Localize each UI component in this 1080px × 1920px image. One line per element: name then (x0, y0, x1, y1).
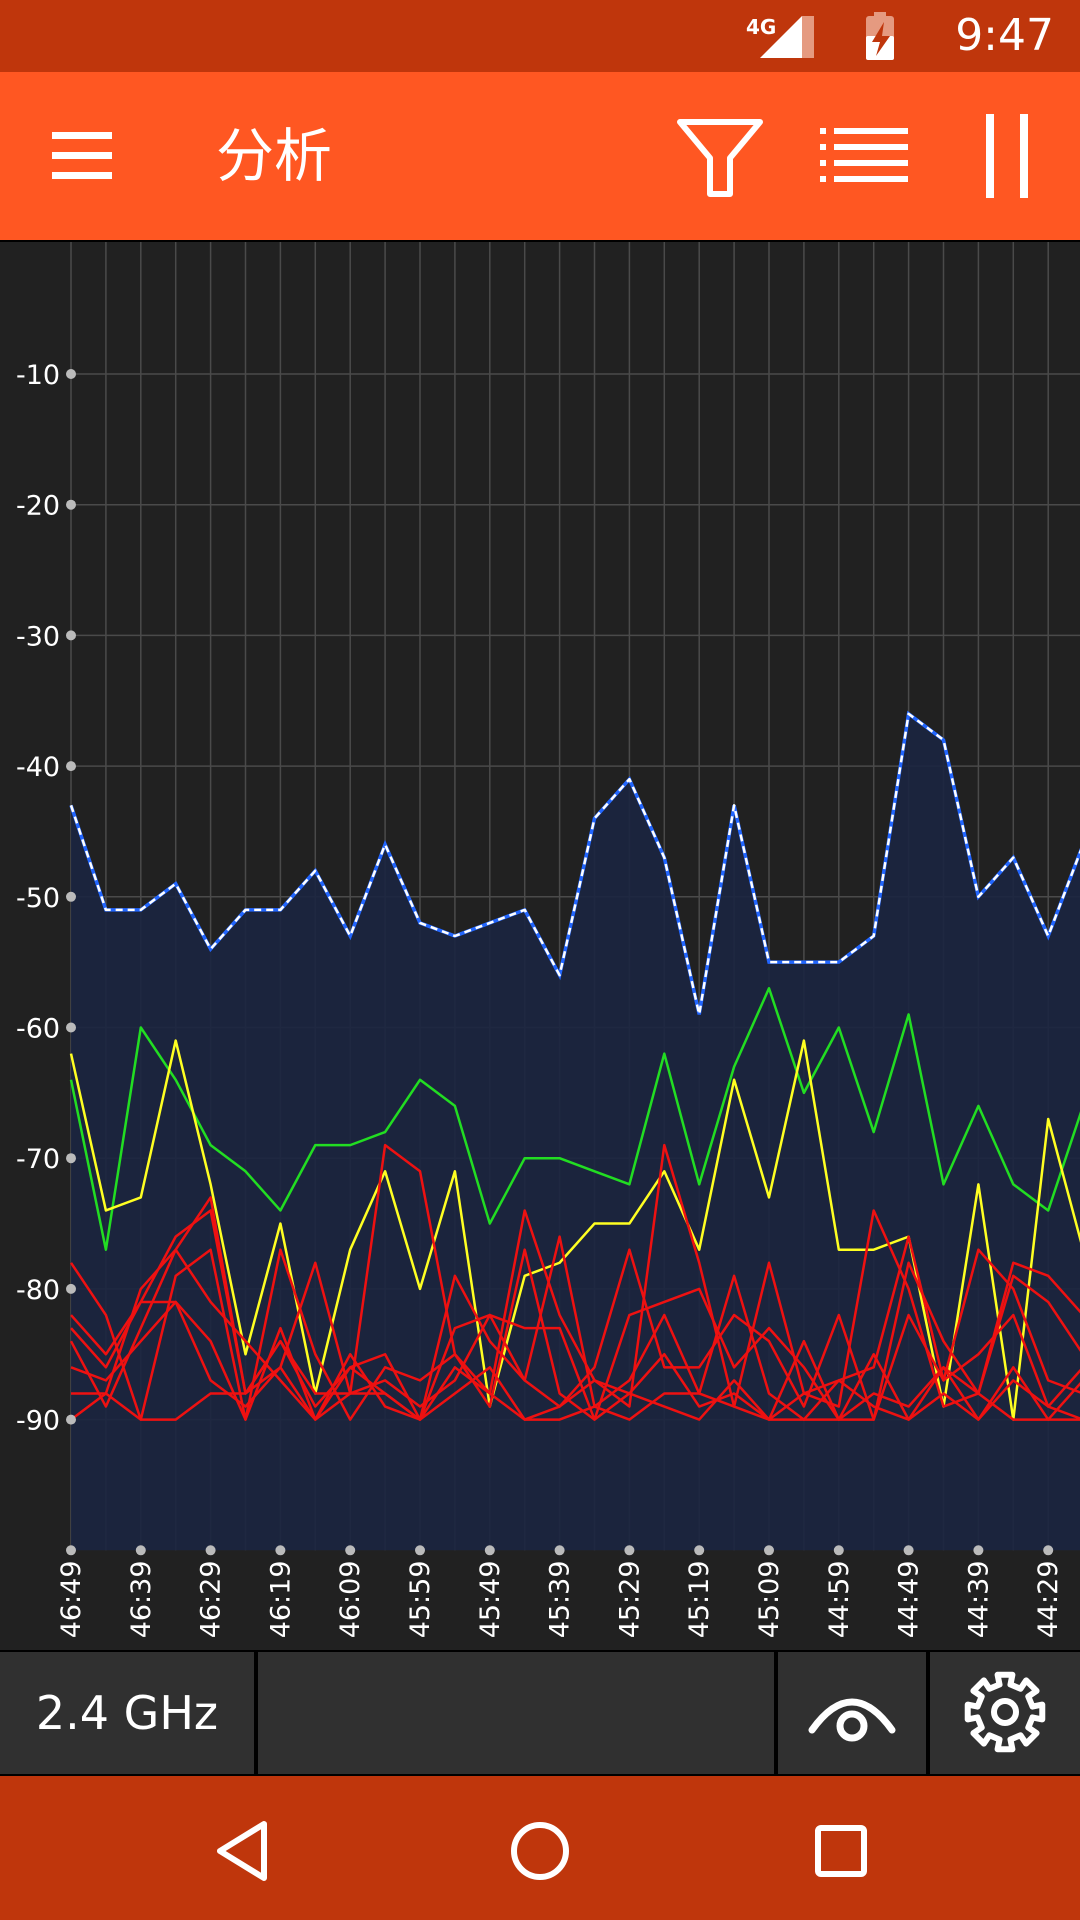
series-line-0 (69, 712, 1080, 1016)
status-bar: 4G 9:47 (0, 0, 1080, 72)
x-tick-label: 44:39 (963, 1560, 994, 1638)
x-tick-label: 46:39 (126, 1560, 157, 1638)
x-tick-dot (415, 1545, 425, 1556)
back-button[interactable] (182, 1806, 302, 1896)
x-tick-dot (554, 1545, 565, 1556)
gear-outline (964, 1671, 1046, 1753)
x-tick-label: 46:29 (196, 1560, 227, 1638)
y-tick-label: -30 (16, 621, 60, 652)
x-tick-dot (624, 1545, 635, 1556)
band-selector-button[interactable]: 2.4 GHz (0, 1652, 254, 1774)
x-tick-dot (833, 1545, 844, 1556)
x-tick-label: 45:39 (545, 1560, 576, 1638)
status-time: 9:47 (955, 10, 1054, 61)
list-icon (820, 128, 908, 182)
settings-button[interactable] (930, 1652, 1080, 1774)
x-tick-label: 45:29 (614, 1560, 645, 1638)
x-tick-dot (694, 1545, 705, 1556)
signal-strength-chart[interactable]: -10 -20 -30 -40 -50 -60 -70 -80 -90 46:49 46:39 46… (0, 240, 1080, 1650)
x-tick-dot (135, 1545, 146, 1556)
x-tick-dot (903, 1545, 914, 1556)
x-tick-dot (345, 1545, 356, 1556)
x-tick-label: 45:09 (754, 1560, 785, 1638)
status-icons: 4G (746, 12, 894, 60)
y-tick-dot (66, 369, 76, 379)
x-tick-dot (205, 1545, 216, 1556)
eye-visibility-icon (808, 1698, 896, 1742)
signal-empty-icon (802, 16, 814, 58)
bottom-control-bar: 2.4 GHz (0, 1650, 1080, 1776)
x-tick-dot (1043, 1545, 1054, 1556)
visibility-button[interactable] (778, 1652, 926, 1774)
x-tick-dot (764, 1545, 774, 1556)
app-bar: 分析 (0, 72, 1080, 240)
y-tick-dot (66, 1153, 76, 1164)
x-tick-label: 46:49 (56, 1560, 87, 1638)
x-axis: 46:49 46:39 46:29 46:19 46:09 45:59 45:49 45:39… (56, 1545, 1064, 1638)
home-circle-icon (511, 1822, 569, 1880)
battery-icon (866, 12, 894, 60)
y-tick-label: -80 (16, 1275, 60, 1306)
y-tick-dot (66, 630, 76, 641)
recents-button[interactable] (780, 1806, 900, 1896)
home-button[interactable] (480, 1806, 600, 1896)
y-tick-dot (66, 1022, 76, 1033)
filter-funnel-icon (677, 119, 763, 197)
system-nav-bar (0, 1776, 1080, 1920)
x-tick-dot (973, 1545, 984, 1556)
hamburger-menu-icon (52, 132, 112, 179)
series-line-1 (69, 987, 1080, 1251)
x-tick-label: 45:19 (684, 1560, 715, 1638)
page-title: 分析 (216, 122, 333, 190)
series-line-5 (69, 1143, 1080, 1421)
back-triangle-icon (217, 1821, 267, 1881)
filter-button[interactable] (670, 112, 770, 200)
y-tick-label: -50 (16, 883, 60, 914)
y-axis: -10 -20 -30 -40 -50 -60 -70 -80 -90 (16, 360, 76, 1437)
x-tick-label: 45:59 (405, 1560, 436, 1638)
y-tick-label: -90 (16, 1406, 60, 1437)
signal-icon (760, 16, 802, 58)
y-tick-dot (66, 891, 76, 902)
series-line-8 (70, 1235, 1080, 1421)
recents-square-icon (815, 1825, 867, 1877)
chart-lines (69, 710, 1080, 1421)
x-tick-dot (484, 1545, 495, 1556)
x-tick-dot (275, 1545, 286, 1556)
series-line-6 (70, 1248, 1080, 1421)
menu-button[interactable] (40, 116, 128, 196)
y-tick-dot (66, 1414, 76, 1425)
pause-button[interactable] (968, 108, 1048, 204)
x-tick-label: 44:49 (894, 1560, 925, 1638)
x-tick-label: 44:59 (824, 1560, 855, 1638)
x-tick-label: 44:29 (1033, 1560, 1064, 1638)
y-tick-label: -60 (16, 1014, 60, 1045)
x-tick-dot (66, 1545, 76, 1556)
y-tick-dot (66, 499, 76, 510)
y-tick-dot (66, 761, 76, 772)
y-tick-label: -20 (16, 491, 60, 522)
y-tick-label: -70 (16, 1144, 60, 1175)
bottom-bar-spacer (258, 1652, 774, 1774)
y-tick-label: -10 (16, 360, 60, 391)
chart-fills (71, 713, 1080, 1551)
chart-svg: -10-20-30-40-50-60-70-80-90 46:49 46:39 46… (16, 242, 1080, 1638)
series-line-9 (70, 1248, 1080, 1421)
x-tick-label: 46:19 (265, 1560, 296, 1638)
y-tick-label: -40 (16, 752, 60, 783)
gear-hub (991, 1698, 1019, 1726)
x-tick-label: 46:09 (335, 1560, 366, 1638)
network-type-label: 4G (746, 15, 776, 39)
gear-icon (964, 1671, 1046, 1753)
y-tick-dot (66, 1283, 76, 1294)
pause-icon (986, 114, 1028, 198)
x-tick-label: 45:49 (475, 1560, 506, 1638)
series-area-fill (71, 713, 1080, 1551)
list-button[interactable] (814, 112, 914, 200)
series-line-7 (71, 1248, 1080, 1421)
